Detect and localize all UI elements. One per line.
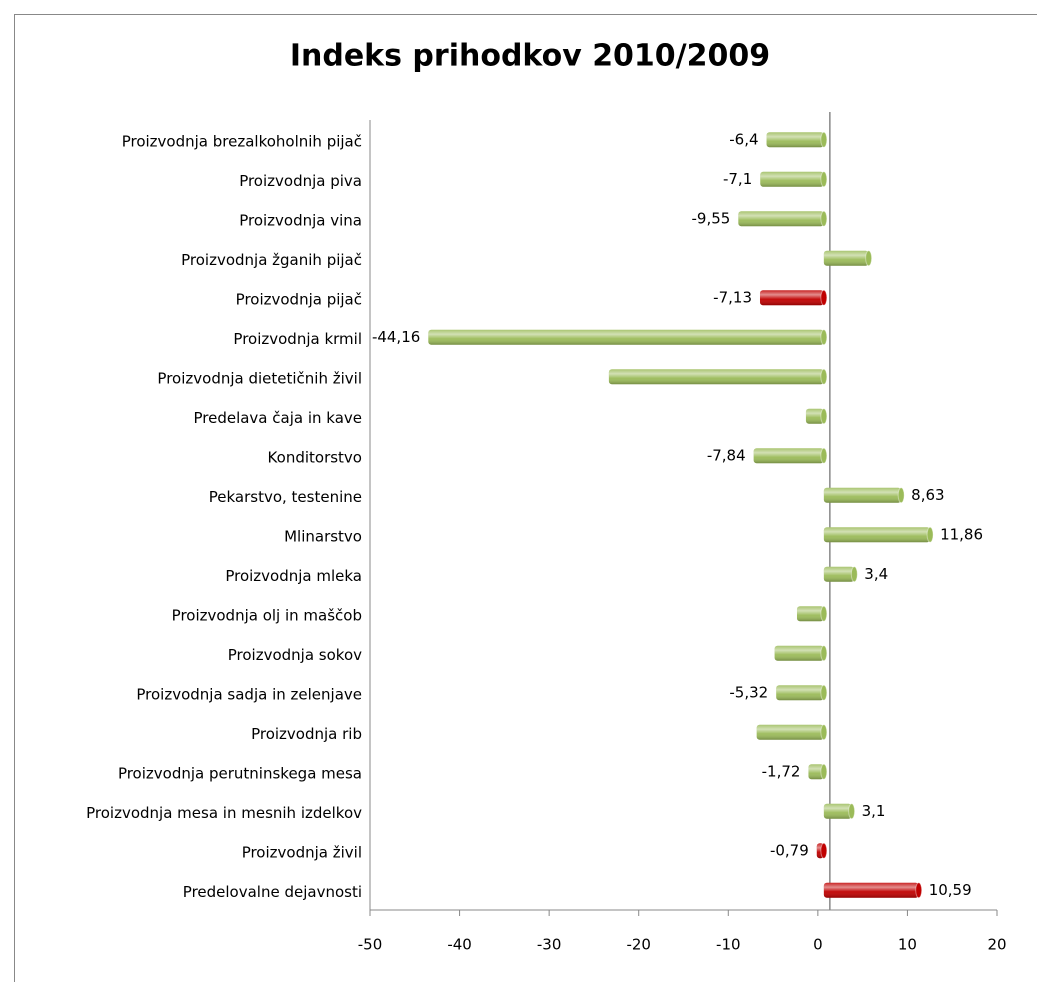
y-tick-label: Mlinarstvo <box>284 527 362 545</box>
data-label: 8,63 <box>911 486 944 504</box>
x-tick-label: 20 <box>987 936 1006 954</box>
bar-cap <box>820 329 828 346</box>
y-tick-label: Proizvodnja pijač <box>236 290 362 308</box>
bar-cap <box>820 605 828 622</box>
data-label: 3,4 <box>864 565 888 583</box>
bar-shine <box>823 803 852 819</box>
bar-shine <box>808 764 824 780</box>
y-tick-label: Proizvodnja sadja in zelenjave <box>136 685 362 703</box>
bar-shine <box>759 290 824 306</box>
bar-cap <box>897 487 905 504</box>
y-tick-label: Proizvodnja perutninskega mesa <box>118 764 362 782</box>
bar-cap <box>848 803 856 820</box>
bar-shine <box>774 645 824 661</box>
bar-shine <box>823 882 919 898</box>
bar-shine <box>776 685 824 701</box>
bar-shine <box>608 369 824 385</box>
bar-shine <box>805 408 824 424</box>
y-tick-label: Proizvodnja krmil <box>233 330 362 348</box>
data-label: -7,84 <box>707 446 746 464</box>
bar-cap <box>820 368 828 385</box>
chart-title: Indeks prihodkov 2010/2009 <box>290 39 770 74</box>
bar-cap <box>820 171 828 188</box>
y-tick-label: Proizvodnja živil <box>242 843 362 861</box>
x-tick-label: -50 <box>358 936 383 954</box>
data-label: -0,79 <box>770 841 809 859</box>
data-label: -44,16 <box>372 328 420 346</box>
data-label: -5,32 <box>729 683 768 701</box>
y-tick-label: Proizvodnja mesa in mesnih izdelkov <box>86 804 362 822</box>
x-tick-label: -30 <box>537 936 562 954</box>
bar-shine <box>823 566 855 582</box>
y-tick-label: Proizvodnja olj in maščob <box>172 606 362 624</box>
y-tick-label: Proizvodnja mleka <box>225 567 362 585</box>
x-tick-label: -20 <box>626 936 651 954</box>
y-tick-label: Pekarstvo, testenine <box>209 488 362 506</box>
x-tick-label: 0 <box>813 936 823 954</box>
data-label: -1,72 <box>762 762 801 780</box>
data-label: -9,55 <box>692 209 731 227</box>
x-tick-label: -40 <box>447 936 472 954</box>
bar-shine <box>756 724 824 740</box>
bar-shine <box>766 132 824 148</box>
bar-cap <box>820 763 828 780</box>
y-tick-label: Proizvodnja dietetičnih živil <box>157 369 362 387</box>
bar-cap <box>865 250 873 267</box>
bar-cap <box>820 684 828 701</box>
bar-cap <box>926 526 934 543</box>
bar-cap <box>850 566 858 583</box>
bar-shine <box>823 487 902 503</box>
bar-cap <box>820 210 828 227</box>
data-label: 10,59 <box>929 881 972 899</box>
y-tick-label: Predelava čaja in kave <box>193 409 362 427</box>
data-label: -7,13 <box>713 288 752 306</box>
bar-cap <box>820 645 828 662</box>
y-tick-label: Proizvodnja žganih pijač <box>181 251 362 269</box>
y-tick-label: Proizvodnja piva <box>239 172 362 190</box>
bar-cap <box>820 289 828 306</box>
x-tick-label: 10 <box>898 936 917 954</box>
bar-cap <box>915 882 923 899</box>
y-tick-label: Proizvodnja sokov <box>228 646 362 664</box>
y-tick-label: Predelovalne dejavnosti <box>183 883 362 901</box>
data-label: 11,86 <box>940 525 983 543</box>
bar-shine <box>823 527 931 543</box>
bar-shine <box>738 211 824 227</box>
bar-cap <box>820 842 828 859</box>
bar-cap <box>820 447 828 464</box>
bar-shine <box>428 329 824 345</box>
bar-cap <box>820 131 828 148</box>
y-tick-label: Proizvodnja vina <box>239 211 362 229</box>
bar-shine <box>823 250 869 266</box>
bar-cap <box>820 724 828 741</box>
y-tick-label: Proizvodnja rib <box>251 725 362 743</box>
bar-shine <box>760 171 824 187</box>
x-tick-label: -10 <box>716 936 741 954</box>
bar-shine <box>796 606 824 622</box>
bar-cap <box>820 408 828 425</box>
data-label: -6,4 <box>729 130 758 148</box>
y-tick-label: Konditorstvo <box>268 448 362 466</box>
y-tick-label: Proizvodnja brezalkoholnih pijač <box>122 132 362 150</box>
data-label: -7,1 <box>723 170 752 188</box>
data-label: 3,1 <box>862 802 886 820</box>
bar-shine <box>753 448 824 464</box>
